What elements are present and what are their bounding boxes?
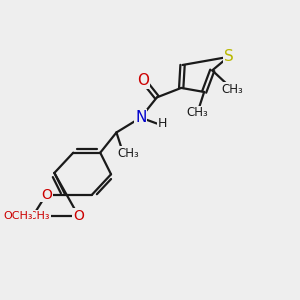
- Text: S: S: [224, 50, 233, 64]
- Text: CH₃: CH₃: [118, 147, 140, 160]
- Text: O: O: [73, 209, 84, 223]
- Text: CH₃: CH₃: [222, 83, 243, 96]
- Text: O: O: [137, 73, 149, 88]
- Text: OCH₃: OCH₃: [3, 211, 33, 221]
- Text: CH₃: CH₃: [187, 106, 208, 119]
- Text: N: N: [135, 110, 146, 125]
- Text: H: H: [158, 117, 167, 130]
- Text: OCH₃: OCH₃: [21, 211, 50, 221]
- Text: O: O: [41, 188, 52, 202]
